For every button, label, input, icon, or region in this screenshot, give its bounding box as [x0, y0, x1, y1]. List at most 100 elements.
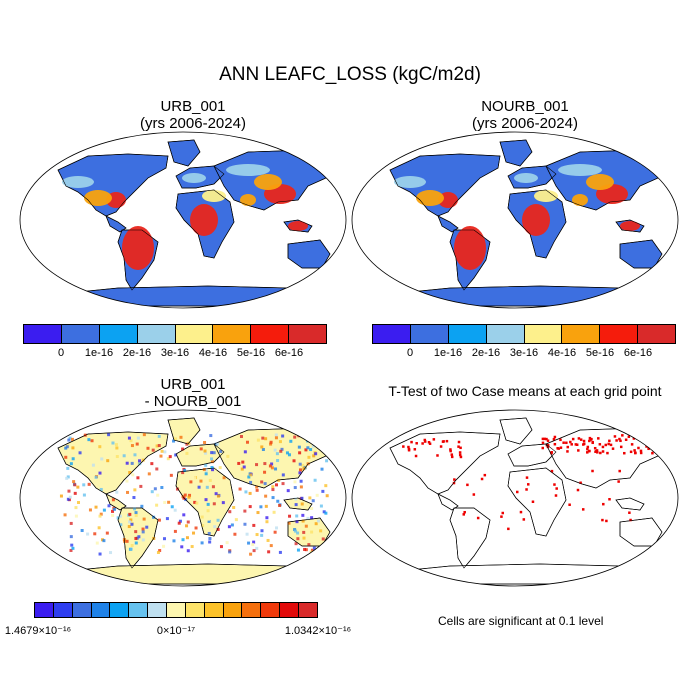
- coastline-5: [507, 189, 567, 259]
- significant-cell: [588, 439, 591, 443]
- significant-cell: [500, 515, 503, 518]
- diff-cell: [293, 435, 297, 439]
- diff-cell: [127, 525, 131, 529]
- diff-cell: [312, 438, 316, 442]
- coastline-7: [615, 219, 645, 233]
- significant-cell: [507, 527, 510, 531]
- diff-cell: [307, 543, 311, 547]
- coastline-5: [507, 467, 567, 537]
- significant-cell: [630, 443, 634, 446]
- diff-cell: [319, 529, 323, 533]
- diff-cell: [181, 538, 185, 542]
- main-title: ANN LEAFC_LOSS (kgC/m2d): [219, 64, 481, 85]
- diff-cell: [140, 504, 144, 508]
- significant-cell: [657, 441, 660, 445]
- diff-cell: [268, 464, 272, 468]
- diff-cell: [260, 533, 264, 537]
- coastline-1: [499, 417, 533, 445]
- diff-cell: [299, 485, 303, 489]
- diff-cell: [294, 542, 298, 546]
- value-region-3: [620, 221, 640, 231]
- significant-cell: [653, 439, 657, 443]
- colorbar-urb-swatch-3: [137, 325, 176, 343]
- diff-cell: [153, 487, 157, 491]
- diff-cell: [207, 519, 211, 523]
- diff-cell: [186, 549, 190, 553]
- significant-cell: [414, 454, 418, 458]
- diff-cell: [94, 475, 98, 479]
- diff-cell: [310, 516, 314, 520]
- diff-cell: [64, 455, 68, 459]
- diff-cell: [205, 485, 209, 489]
- value-region-10: [558, 164, 602, 176]
- significant-cell: [652, 435, 656, 439]
- diff-cell: [82, 493, 86, 497]
- diff-cell: [294, 497, 298, 501]
- diff-cell: [74, 514, 78, 518]
- diff-cell: [245, 440, 249, 444]
- diff-cell: [306, 516, 310, 520]
- diff-cell: [190, 545, 194, 549]
- diff-cell: [219, 449, 223, 453]
- diff-cell: [281, 473, 285, 477]
- diff-cell: [59, 494, 63, 498]
- diff-cell: [72, 480, 76, 484]
- colorbar-urb-swatch-0: [24, 325, 62, 343]
- diff-cell: [251, 543, 255, 547]
- diff-cell: [68, 436, 72, 440]
- diff-cell: [99, 487, 103, 491]
- diff-cell: [270, 462, 274, 466]
- diff-cell: [102, 508, 106, 512]
- coastline-7: [283, 219, 313, 233]
- significant-cell: [546, 439, 550, 442]
- diff-cell: [263, 470, 267, 474]
- coastline-4: [175, 443, 225, 467]
- diff-cell: [155, 467, 159, 471]
- significant-cell: [569, 440, 572, 444]
- coastline-0: [389, 431, 501, 495]
- diff-cell: [271, 485, 275, 489]
- diff-cell: [239, 435, 243, 439]
- ttest-note: Cells are significant at 0.1 level: [438, 614, 604, 628]
- diff-cell: [99, 512, 103, 516]
- diff-cell: [204, 472, 208, 476]
- diff-cell: [294, 503, 298, 507]
- diff-cell: [185, 524, 189, 528]
- diff-cell: [128, 512, 132, 516]
- diff-cell: [70, 437, 74, 441]
- coastline-1: [499, 139, 533, 167]
- diff-cell: [249, 552, 253, 556]
- colorbar-nourb-swatch-2: [448, 325, 487, 343]
- diff-cell: [134, 530, 138, 534]
- map-border: [19, 409, 347, 587]
- diff-cell: [303, 547, 307, 551]
- diff-cell: [299, 468, 303, 472]
- diff-cell: [203, 449, 207, 453]
- diff-cell: [133, 488, 137, 492]
- diff-cell: [98, 552, 102, 556]
- diff-cell: [307, 455, 311, 459]
- diff-cell: [86, 532, 90, 536]
- panel-title-urb-line1: URB_001: [160, 98, 226, 115]
- significant-cell: [541, 446, 545, 450]
- significant-cell: [651, 451, 654, 455]
- diff-cell: [274, 467, 278, 471]
- diff-cell: [323, 433, 327, 437]
- significant-cell: [413, 448, 417, 451]
- colorbar-nourb-tick-4: 4e-16: [547, 347, 577, 359]
- diff-cell: [90, 439, 94, 443]
- diff-cell: [211, 499, 215, 503]
- diff-cell: [276, 499, 280, 503]
- diff-cell: [315, 493, 319, 497]
- significant-cell: [550, 451, 553, 455]
- diff-cell: [292, 459, 296, 463]
- diff-cell: [133, 507, 137, 511]
- value-region-10: [226, 164, 270, 176]
- diff-cell: [293, 528, 297, 532]
- diff-cell: [76, 485, 80, 489]
- value-region-6: [416, 190, 444, 206]
- diff-cell: [65, 445, 69, 449]
- diff-cell: [296, 531, 300, 535]
- value-region-0: [122, 226, 154, 270]
- significant-cell: [581, 508, 585, 511]
